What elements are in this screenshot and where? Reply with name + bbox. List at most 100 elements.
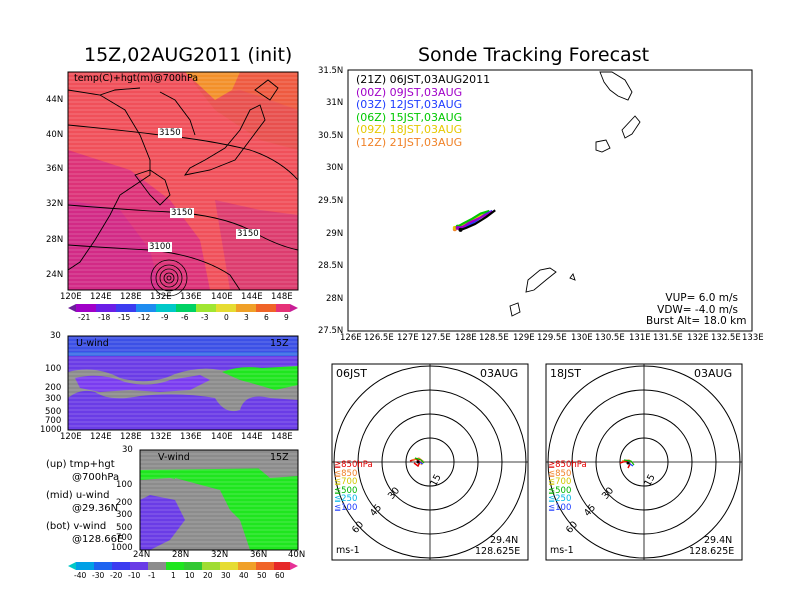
note-mid: (mid) u-wind bbox=[46, 490, 110, 501]
lat-tick: 28N bbox=[172, 550, 190, 560]
lat-tick: 30N bbox=[326, 163, 344, 173]
cbar-tick: -6 bbox=[181, 313, 189, 322]
cbar-tick: -1 bbox=[148, 571, 156, 580]
p-tick: 30 bbox=[122, 445, 133, 455]
cbar-tick: 10 bbox=[185, 571, 195, 580]
contour-label: 3150 bbox=[170, 208, 194, 218]
lat-tick: 29N bbox=[326, 229, 344, 239]
lon-tick: 133E bbox=[742, 333, 764, 343]
track-legend: (21Z) 06JST,03AUG2011 (00Z) 09JST,03AUG … bbox=[356, 73, 490, 150]
track-series-group bbox=[452, 209, 496, 232]
p-tick: 300 bbox=[45, 394, 62, 404]
lon-tick: 131.5E bbox=[653, 333, 683, 343]
v-wind-panel bbox=[139, 449, 299, 551]
param-vup: VUP= 6.0 m/s bbox=[665, 292, 738, 304]
legend-entry: (09Z) 18JST,03AUG bbox=[356, 123, 463, 137]
lon-tick: 130.5E bbox=[595, 333, 625, 343]
contour-label: 3100 bbox=[148, 242, 172, 252]
level-entry: ≦100 bbox=[548, 502, 572, 513]
island-outline bbox=[509, 302, 521, 317]
island-outline bbox=[621, 115, 641, 139]
p-tick: 700 bbox=[116, 533, 133, 543]
level-entry: ≧850hPa bbox=[334, 460, 373, 470]
lon-tick: 131E bbox=[629, 333, 651, 343]
lat-tick: 31N bbox=[326, 98, 344, 108]
lon-tick: 128E bbox=[120, 292, 142, 302]
param-vdw: VDW= -4.0 m/s bbox=[657, 303, 738, 316]
v-colorbar bbox=[68, 562, 298, 570]
lat-tick: 31.5N bbox=[318, 66, 344, 76]
cbar-tick: 1 bbox=[171, 571, 176, 580]
cbar-tick: 50 bbox=[257, 571, 267, 580]
lat-tick: 28N bbox=[46, 235, 64, 245]
cbar-tick: 6 bbox=[264, 313, 269, 322]
level-entry: ≦850 bbox=[548, 468, 572, 479]
polar-right-lon: 128.625E bbox=[689, 546, 735, 557]
sonde-params: VUP= 6.0 m/s VDW= -4.0 m/s Burst Alt= 18… bbox=[646, 292, 746, 328]
cbar-tick: -40 bbox=[74, 571, 87, 580]
lat-tick: 40N bbox=[288, 550, 306, 560]
v-wind-label: V-wind bbox=[158, 452, 190, 463]
lon-tick: 128.5E bbox=[479, 333, 509, 343]
lat-tick: 30.5N bbox=[318, 131, 344, 141]
lon-tick: 148E bbox=[271, 432, 293, 442]
level-entry: ≦850 bbox=[334, 468, 358, 479]
lat-tick: 24N bbox=[133, 550, 151, 560]
p-tick: 300 bbox=[116, 510, 133, 520]
cbar-tick: 20 bbox=[203, 571, 213, 580]
temp-map-label: temp(C)+hgt(m)@700hPa bbox=[74, 73, 199, 84]
cbar-tick: -12 bbox=[138, 313, 151, 322]
lon-tick: 136E bbox=[180, 292, 202, 302]
polar-right-date: 03AUG bbox=[694, 367, 733, 380]
polar-left-unit: ms-1 bbox=[336, 545, 360, 556]
lon-tick: 140E bbox=[211, 292, 233, 302]
cbar-tick: -18 bbox=[98, 313, 111, 322]
p-tick: 200 bbox=[45, 383, 62, 393]
lat-tick: 29.5N bbox=[318, 196, 344, 206]
lon-tick: 132E bbox=[687, 333, 709, 343]
polar-left bbox=[331, 363, 529, 561]
lon-tick: 126.5E bbox=[364, 333, 394, 343]
track-landing-point bbox=[455, 225, 460, 230]
cbar-tick: 60 bbox=[275, 571, 285, 580]
note-mid-lat: @29.36N bbox=[72, 503, 119, 514]
track-landing-point bbox=[458, 227, 463, 232]
polar-right-unit: ms-1 bbox=[550, 545, 574, 556]
p-tick: 30 bbox=[50, 331, 61, 341]
cbar-tick: -9 bbox=[161, 313, 169, 322]
cbar-tick: -10 bbox=[128, 571, 141, 580]
lon-tick: 124E bbox=[90, 292, 112, 302]
lat-tick: 32N bbox=[46, 199, 64, 209]
cbar-tick: 30 bbox=[221, 571, 231, 580]
lon-tick: 129.5E bbox=[537, 333, 567, 343]
note-up: (up) tmp+hgt bbox=[46, 459, 115, 470]
note-up-level: @700hPa bbox=[72, 472, 120, 483]
p-tick: 1000 bbox=[111, 543, 133, 553]
lat-tick: 44N bbox=[46, 95, 64, 105]
u-wind-time: 15Z bbox=[270, 338, 289, 349]
track-series-line bbox=[457, 210, 493, 229]
lon-tick: 130E bbox=[571, 333, 593, 343]
level-entry: ≧850hPa bbox=[548, 460, 587, 470]
lon-tick: 129E bbox=[513, 333, 535, 343]
cbar-tick: -20 bbox=[110, 571, 123, 580]
polar-right bbox=[545, 363, 743, 561]
cbar-tick: 9 bbox=[284, 313, 289, 322]
cbar-tick: 3 bbox=[244, 313, 249, 322]
polar-right-lat: 29.4N bbox=[704, 535, 733, 546]
cbar-tick: -21 bbox=[78, 313, 91, 322]
track-series-line bbox=[460, 209, 496, 231]
island-outline bbox=[525, 267, 557, 293]
u-wind-panel bbox=[67, 335, 299, 431]
temp-colorbar bbox=[68, 304, 298, 312]
polar-left-time: 06JST bbox=[336, 367, 367, 380]
cbar-tick: -3 bbox=[201, 313, 209, 322]
island-outline bbox=[569, 273, 576, 281]
polar-left-lon: 128.625E bbox=[475, 546, 521, 557]
lat-tick: 27.5N bbox=[318, 326, 344, 336]
level-entry: ≦250 bbox=[548, 494, 572, 504]
lon-tick: 132.5E bbox=[711, 333, 741, 343]
p-tick: 200 bbox=[116, 498, 133, 508]
left-title: 15Z,02AUG2011 (init) bbox=[84, 44, 293, 66]
polar-right-time: 18JST bbox=[550, 367, 581, 380]
